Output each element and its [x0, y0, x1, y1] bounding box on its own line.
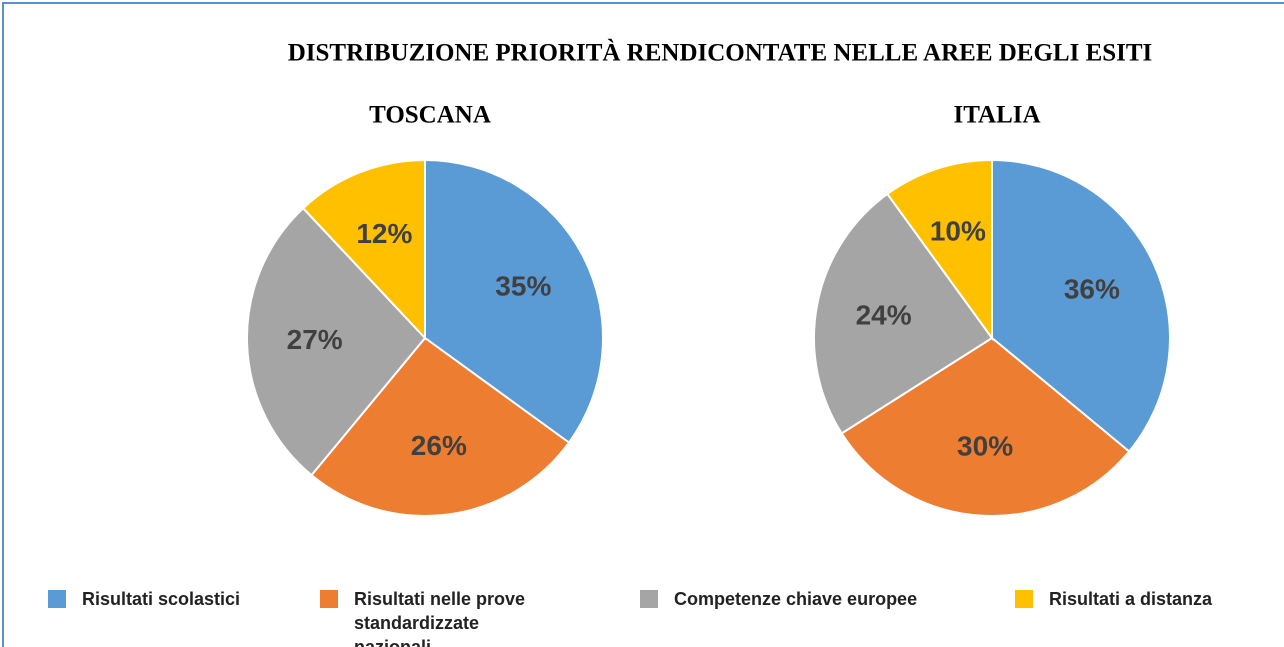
chart-title: DISTRIBUZIONE PRIORITÀ RENDICONTATE NELL…	[288, 39, 1153, 67]
legend-swatch	[320, 590, 338, 608]
legend-label: Risultati a distanza	[1049, 589, 1213, 609]
pie-slice	[885, 158, 993, 342]
legend-item: Competenze chiave europee	[640, 587, 1000, 611]
pie-slice	[991, 158, 1171, 453]
data-label: 12%	[356, 218, 412, 249]
legend-swatch	[48, 590, 66, 608]
pie-slice	[424, 158, 604, 445]
data-label: 26%	[411, 430, 467, 461]
legend-item: Risultati nelle prove standardizzate naz…	[320, 587, 560, 647]
pie-slice	[246, 206, 427, 477]
pie-slice	[301, 158, 426, 341]
pie-slice	[310, 336, 571, 517]
legend-item: Risultati a distanza	[1015, 587, 1284, 611]
data-label: 24%	[856, 300, 912, 331]
pie-title: ITALIA	[953, 102, 1040, 129]
data-label: 27%	[287, 324, 343, 355]
data-label: 30%	[957, 431, 1013, 462]
data-label: 35%	[495, 270, 551, 301]
legend-label: Risultati nelle prove standardizzate naz…	[354, 589, 526, 647]
data-label: 10%	[930, 215, 986, 246]
pie-slice	[840, 336, 1131, 517]
data-label: 36%	[1064, 273, 1120, 304]
legend-item: Risultati scolastici	[48, 587, 308, 611]
legend-label: Risultati scolastici	[82, 589, 241, 609]
legend-swatch	[1015, 590, 1033, 608]
pie-title: TOSCANA	[369, 102, 491, 129]
legend-label: Competenze chiave europee	[674, 589, 918, 609]
pie-slice	[813, 192, 994, 435]
legend-swatch	[640, 590, 658, 608]
